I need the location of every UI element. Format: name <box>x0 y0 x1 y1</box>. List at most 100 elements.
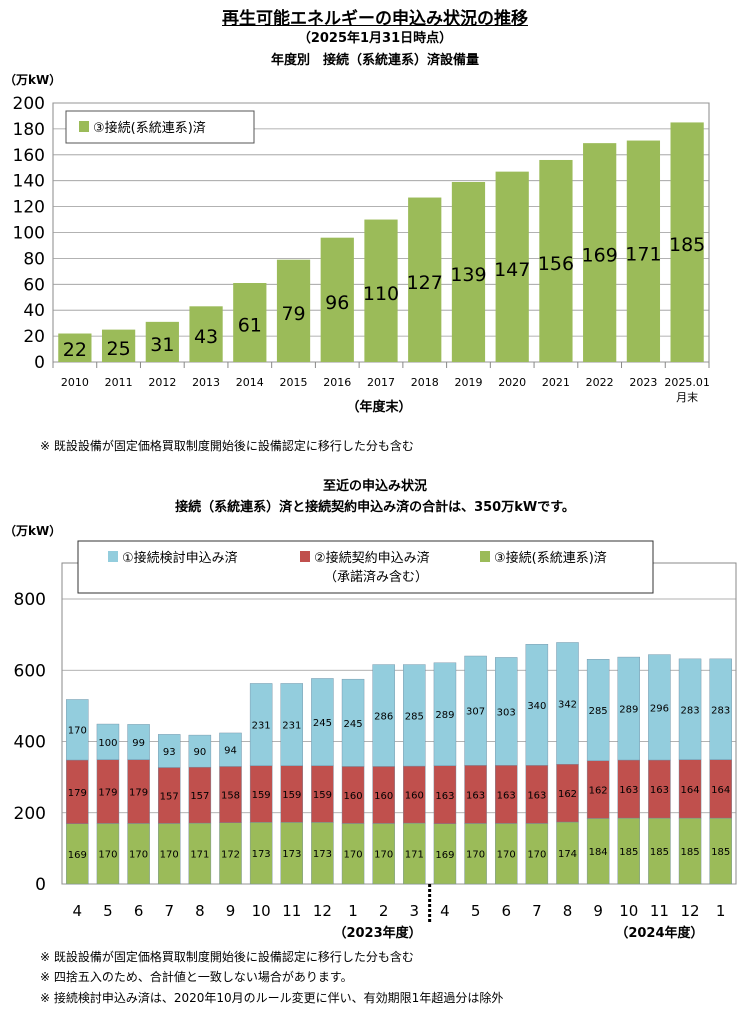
chart1-note: ※ 既設設備が固定価格買取制度開始後に設備認定に移行した分も含む <box>40 439 414 453</box>
bar-segment <box>66 699 89 761</box>
y-tick-label: 20 <box>23 327 45 347</box>
x-tick-label: 5 <box>103 902 113 920</box>
data-label: 163 <box>435 791 454 802</box>
legend-swatch <box>79 121 89 132</box>
chart1-unit: （万kW） <box>4 73 62 87</box>
data-label: 173 <box>282 849 301 860</box>
bar-segment <box>96 723 120 760</box>
bar <box>364 219 398 362</box>
x-tick-label: 2017 <box>367 376 395 389</box>
chart2-note-3: ※ 接続検討申込み済は、2020年10月のルール変更に伴い、有効期限1年超過分は… <box>40 991 504 1005</box>
x-tick-label: 6 <box>134 902 144 920</box>
data-label: 289 <box>435 710 454 721</box>
chart2-title: 至近の申込み状況 <box>322 479 427 494</box>
data-label: 285 <box>405 711 424 722</box>
data-label: 170 <box>374 850 393 861</box>
data-label: 162 <box>558 789 577 800</box>
data-label: 245 <box>313 718 332 729</box>
data-label: 160 <box>374 791 393 802</box>
bar-segment <box>617 656 641 761</box>
data-label: 160 <box>343 791 362 802</box>
data-label: 156 <box>538 253 574 275</box>
data-label: 173 <box>252 849 271 860</box>
data-label: 79 <box>281 303 305 325</box>
data-label: 173 <box>313 849 332 860</box>
bar <box>276 259 311 362</box>
data-label: 289 <box>619 705 638 716</box>
bar-segment <box>464 655 487 766</box>
data-label: 170 <box>160 850 179 861</box>
data-label: 185 <box>680 847 699 858</box>
y-tick-label: 0 <box>34 353 45 373</box>
data-label: 184 <box>589 847 608 858</box>
data-label: 170 <box>343 850 362 861</box>
bar <box>408 197 442 362</box>
data-label: 185 <box>619 847 638 858</box>
data-label: 100 <box>98 738 117 749</box>
legend-swatch <box>300 551 310 562</box>
x-tick-label: 11 <box>282 902 301 920</box>
y-tick-label: 400 <box>14 733 46 753</box>
x-tick-label: 2018 <box>411 376 439 389</box>
data-label: 174 <box>558 849 577 860</box>
bar-segment <box>280 683 304 766</box>
y-tick-label: 800 <box>14 590 46 610</box>
bar-segment <box>678 658 702 760</box>
x-tick-label: 2022 <box>586 376 614 389</box>
data-label: 43 <box>194 326 218 348</box>
x-tick-label: 2012 <box>148 376 176 389</box>
bar-segment <box>433 662 457 766</box>
y-tick-label: 140 <box>13 172 45 192</box>
y-tick-label: 0 <box>35 875 46 895</box>
x-tick-label: 11 <box>650 902 669 920</box>
annual-connected-capacity-chart: 0 20 40 60 80 100 120 140 160 180 200 22 2010 25 2011 3… <box>13 94 710 415</box>
legend-label: ③接続(系統連系)済 <box>93 120 206 136</box>
legend-label: ③接続(系統連系)済 <box>494 550 607 566</box>
x-tick-label: 8 <box>195 902 205 920</box>
data-label: 171 <box>625 243 661 265</box>
bar-segment <box>311 678 334 766</box>
data-label: 163 <box>527 790 546 801</box>
bar-segment <box>494 657 518 766</box>
x-tick-label: 3 <box>410 902 420 920</box>
x-tick-label: 2021 <box>542 376 570 389</box>
data-label: 158 <box>221 791 240 802</box>
bar-segment <box>157 734 181 768</box>
x-tick-label: 8 <box>563 902 573 920</box>
data-label: 147 <box>494 259 530 281</box>
x-tick-label: 2015 <box>280 376 308 389</box>
legend-swatch <box>480 551 490 562</box>
data-label: 127 <box>407 272 443 294</box>
data-label: 164 <box>680 785 699 796</box>
data-label: 96 <box>325 292 349 314</box>
data-label: 245 <box>343 719 362 730</box>
x-tick-label: 4 <box>440 902 450 920</box>
data-label: 163 <box>497 790 516 801</box>
as-of-date: （2025年1月31日時点） <box>297 31 453 46</box>
data-label: 179 <box>129 788 148 799</box>
x-tick-label: 12 <box>313 902 332 920</box>
data-label: 179 <box>68 788 87 799</box>
bar <box>539 159 573 362</box>
data-label: 185 <box>650 847 669 858</box>
data-label: 340 <box>527 701 546 712</box>
bar <box>320 237 354 362</box>
x-tick-label: 9 <box>593 902 603 920</box>
data-label: 231 <box>252 721 271 732</box>
x-axis-label: （年度末） <box>346 399 411 415</box>
y-tick-label: 60 <box>23 275 45 295</box>
bar-segment <box>648 654 671 761</box>
bar <box>495 171 529 362</box>
data-label: 160 <box>405 791 424 802</box>
data-label: 169 <box>582 245 618 267</box>
chart2-note-1: ※ 既設設備が固定価格買取制度開始後に設備認定に移行した分も含む <box>40 950 414 964</box>
data-label: 170 <box>98 850 117 861</box>
data-label: 93 <box>163 747 176 758</box>
legend-label: （承諾済み含む） <box>324 569 428 585</box>
x-tick-label: 2013 <box>192 376 220 389</box>
x-tick-label: 2010 <box>61 376 89 389</box>
legend-label: ②接続契約申込み済 <box>314 550 430 566</box>
x-tick-label: 2023 <box>629 376 657 389</box>
data-label: 285 <box>589 706 608 717</box>
bar <box>451 181 486 362</box>
